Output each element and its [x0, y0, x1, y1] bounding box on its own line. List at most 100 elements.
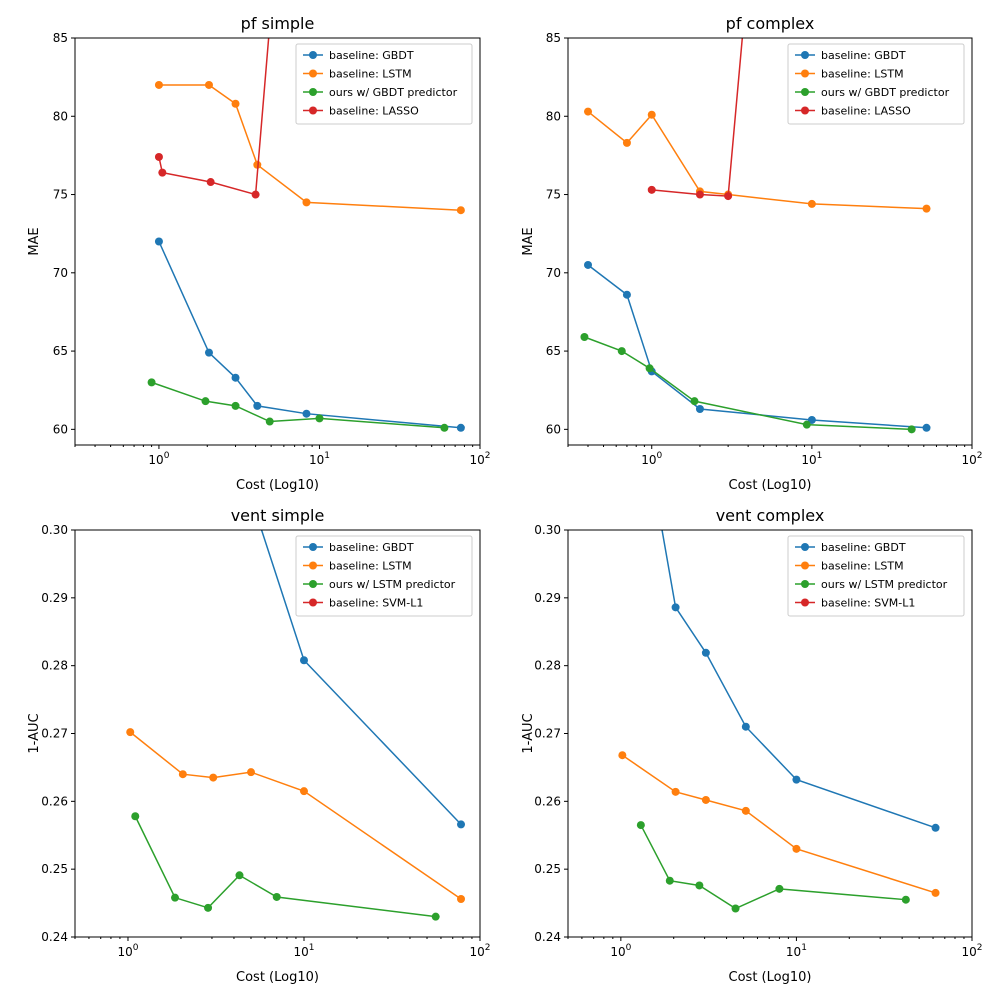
y-axis-label: 1-AUC	[27, 713, 42, 753]
legend-label: baseline: GBDT	[329, 49, 414, 62]
y-axis-label: MAE	[521, 227, 536, 255]
y-tick-label: 0.29	[534, 591, 561, 605]
y-tick-label: 0.27	[534, 727, 561, 741]
y-tick-label: 0.24	[41, 930, 68, 944]
data-point	[204, 903, 213, 912]
legend-marker	[801, 106, 809, 115]
series-baseline-gbdt	[661, 530, 940, 832]
legend-marker	[801, 88, 809, 96]
legend-entry-baseline-lstm: baseline: LSTM	[303, 560, 412, 573]
data-point	[265, 417, 274, 426]
series-baseline-gbdt	[154, 237, 465, 432]
x-axis-label: Cost (Log10)	[236, 970, 319, 985]
legend-box	[787, 535, 965, 617]
chart-title: pf complex	[726, 14, 815, 33]
legend-entry-baseline-lasso: baseline: LASSO	[795, 105, 911, 118]
plot-frame	[74, 529, 481, 938]
legend-entry-baseline-svm-l1: baseline: SVM-L1	[795, 597, 915, 610]
series-line	[129, 731, 462, 900]
legend-marker	[801, 598, 809, 607]
data-point	[584, 107, 593, 116]
y-tick-label: 0.26	[41, 794, 68, 808]
data-point	[201, 397, 210, 406]
legend-entry-baseline-svm-l1: baseline: SVM-L1	[303, 597, 423, 610]
series-line	[158, 84, 461, 211]
series-baseline-lasso	[154, 38, 270, 199]
y-tick-label: 0.26	[534, 794, 561, 808]
legend-label: baseline: LASSO	[329, 105, 419, 118]
chart-panel-pf-complex: 100 101 102 60 65 70 75 80 85 pf complex Cost (Log…	[521, 14, 983, 493]
data-point	[922, 423, 931, 432]
y-tick-label: 60	[53, 422, 68, 436]
legend-marker	[801, 51, 809, 59]
plot-frame	[567, 37, 973, 446]
y-tick-label: 0.30	[41, 523, 68, 537]
data-point	[431, 912, 440, 921]
y-tick-label: 65	[53, 344, 68, 358]
legend: baseline: GBDT baseline: LSTM ours w/ GBDT…	[295, 43, 473, 125]
y-tick-label: 80	[546, 109, 561, 123]
data-point	[724, 192, 733, 201]
x-tick-label: 101	[309, 451, 330, 467]
x-tick-label: 100	[641, 451, 662, 467]
chart-title: vent simple	[231, 506, 325, 525]
data-point	[235, 871, 244, 880]
data-point	[701, 648, 710, 657]
y-tick-label: 75	[53, 188, 68, 202]
data-point	[457, 895, 466, 904]
legend-marker	[801, 580, 809, 588]
data-point	[247, 768, 256, 777]
legend-label: baseline: LASSO	[821, 105, 911, 118]
data-point	[741, 722, 750, 731]
legend-marker	[309, 543, 317, 551]
data-point	[154, 152, 163, 161]
legend-entry-ours-w-lstm-predictor: ours w/ LSTM predictor	[795, 578, 948, 591]
legend-marker	[801, 543, 809, 551]
series-line	[587, 264, 927, 429]
data-point	[775, 884, 784, 893]
data-point	[622, 290, 631, 299]
y-tick-label: 65	[546, 344, 561, 358]
legend-label: baseline: GBDT	[821, 541, 906, 554]
legend-marker	[309, 88, 317, 96]
data-point	[253, 160, 262, 169]
series-line	[151, 381, 445, 429]
legend-label: baseline: SVM-L1	[329, 597, 423, 610]
data-point	[792, 844, 801, 853]
data-point	[178, 770, 187, 779]
x-tick-label: 102	[469, 943, 490, 959]
y-axis-label: MAE	[27, 227, 42, 255]
y-tick-label: 85	[546, 31, 561, 45]
x-tick-label: 100	[117, 943, 138, 959]
x-tick-label: 101	[293, 943, 314, 959]
x-axis-label: Cost (Log10)	[729, 478, 812, 493]
data-point	[671, 787, 680, 796]
data-point	[695, 881, 704, 890]
legend: baseline: GBDT baseline: LSTM ours w/ LSTM…	[787, 535, 965, 617]
data-point	[792, 775, 801, 784]
data-point	[802, 420, 811, 429]
legend-label: baseline: LSTM	[329, 68, 412, 81]
data-point	[231, 373, 240, 382]
data-point	[931, 888, 940, 897]
series-line	[661, 530, 936, 829]
y-tick-label: 70	[546, 266, 561, 280]
x-tick-label: 102	[961, 943, 982, 959]
series-baseline-lstm	[126, 728, 466, 904]
legend: baseline: GBDT baseline: LSTM ours w/ LSTM…	[295, 535, 473, 617]
legend-entry-baseline-gbdt: baseline: GBDT	[303, 541, 414, 554]
legend-marker	[309, 69, 317, 78]
legend-entry-baseline-gbdt: baseline: GBDT	[795, 541, 906, 554]
legend-label: ours w/ GBDT predictor	[329, 86, 458, 99]
series-ours-w-lstm-predictor	[131, 812, 440, 921]
data-point	[299, 787, 308, 796]
legend-marker	[309, 598, 317, 607]
y-tick-label: 75	[546, 188, 561, 202]
x-tick-label: 102	[469, 451, 490, 467]
legend-entry-baseline-lstm: baseline: LSTM	[795, 68, 904, 81]
legend-marker	[801, 561, 809, 570]
y-tick-label: 0.24	[534, 930, 561, 944]
data-point	[154, 80, 163, 89]
data-point	[440, 423, 449, 432]
